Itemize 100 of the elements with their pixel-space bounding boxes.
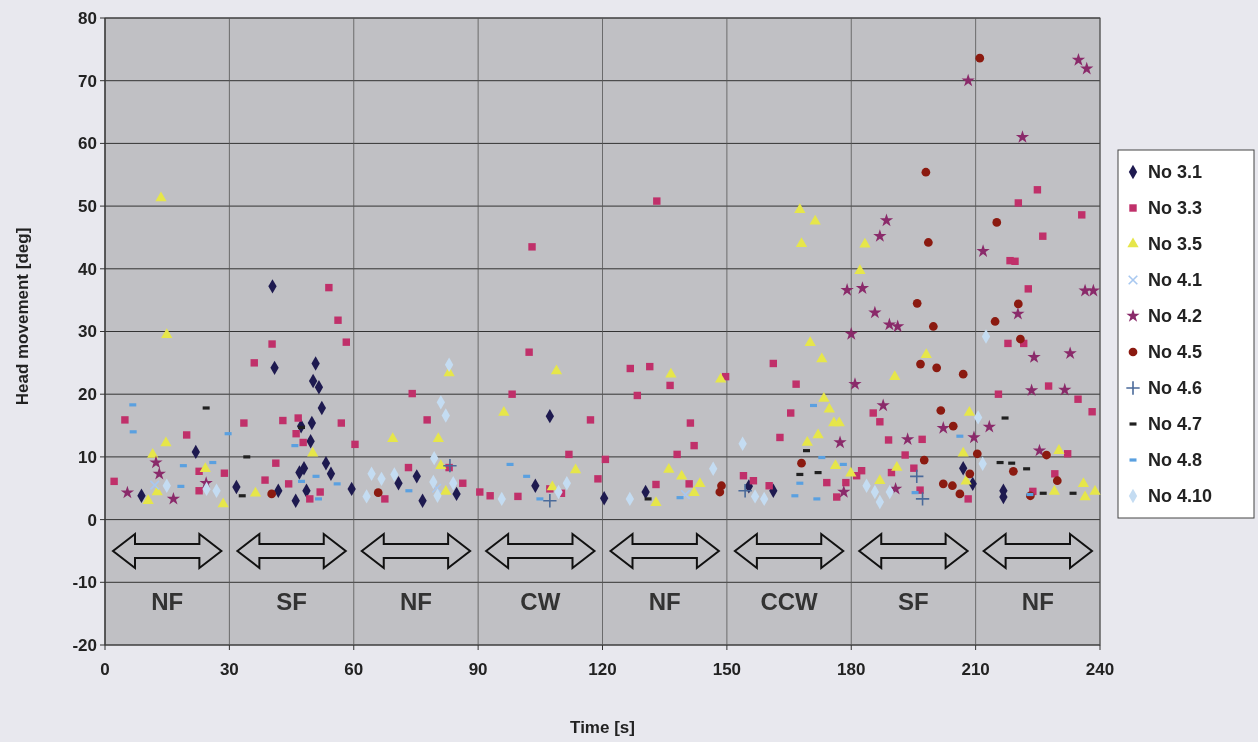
point bbox=[1032, 443, 1047, 457]
point bbox=[804, 336, 816, 347]
point bbox=[1089, 484, 1101, 495]
point bbox=[876, 398, 890, 412]
point bbox=[797, 458, 806, 468]
point bbox=[199, 462, 211, 473]
point bbox=[1079, 490, 1091, 501]
point bbox=[161, 328, 173, 338]
point bbox=[812, 428, 824, 439]
legend-label: No 4.7 bbox=[1148, 414, 1203, 435]
point bbox=[833, 416, 845, 427]
point bbox=[160, 436, 172, 447]
point bbox=[909, 468, 925, 484]
point bbox=[569, 463, 582, 474]
x-axis-title: Time [s] bbox=[570, 718, 635, 737]
legend-label: No 4.1 bbox=[1148, 270, 1203, 291]
point bbox=[1016, 334, 1025, 344]
point bbox=[873, 229, 887, 242]
point bbox=[142, 494, 154, 505]
point bbox=[542, 493, 558, 509]
point bbox=[1042, 450, 1051, 460]
point bbox=[1013, 299, 1023, 309]
annotation: SF bbox=[898, 587, 929, 615]
y-tick-label: 30 bbox=[78, 322, 97, 342]
x-tick-label: 210 bbox=[961, 660, 990, 679]
annotation: NF bbox=[1021, 587, 1054, 615]
x-tick-label: 180 bbox=[837, 660, 866, 679]
point bbox=[921, 167, 931, 177]
point bbox=[818, 392, 830, 402]
point bbox=[498, 405, 510, 416]
point bbox=[919, 455, 929, 465]
point bbox=[958, 369, 968, 379]
legend-label: No 3.3 bbox=[1148, 198, 1203, 219]
point bbox=[829, 459, 842, 469]
point bbox=[891, 319, 905, 333]
y-tick-label: -20 bbox=[72, 635, 97, 655]
point bbox=[848, 377, 862, 390]
point bbox=[823, 402, 835, 413]
point bbox=[1071, 53, 1086, 66]
point bbox=[120, 485, 135, 499]
point bbox=[976, 244, 990, 257]
y-tick-label: -10 bbox=[72, 573, 97, 593]
point bbox=[844, 327, 858, 340]
y-axis-title: Head movement [deg] bbox=[13, 227, 32, 406]
point bbox=[663, 462, 675, 473]
y-tick-label: 20 bbox=[78, 385, 97, 405]
point bbox=[307, 446, 319, 457]
point bbox=[975, 53, 985, 63]
point bbox=[440, 484, 452, 495]
annotation: CW bbox=[520, 587, 561, 615]
x-tick-label: 120 bbox=[588, 660, 617, 679]
point bbox=[889, 370, 901, 380]
point bbox=[650, 496, 662, 506]
point bbox=[960, 474, 972, 485]
point bbox=[955, 489, 965, 499]
point bbox=[957, 446, 969, 457]
point bbox=[916, 359, 925, 369]
point bbox=[149, 480, 160, 491]
legend-label: No 4.2 bbox=[1148, 306, 1203, 327]
x-tick-label: 150 bbox=[712, 660, 742, 679]
point bbox=[1053, 444, 1065, 454]
point bbox=[1077, 477, 1090, 488]
point bbox=[1063, 346, 1077, 360]
point bbox=[809, 214, 821, 225]
point bbox=[715, 372, 727, 383]
point bbox=[982, 419, 996, 433]
point bbox=[891, 461, 903, 471]
point bbox=[879, 213, 894, 227]
point bbox=[688, 486, 700, 496]
point bbox=[801, 435, 813, 446]
y-tick-label: 0 bbox=[87, 510, 97, 530]
legend-label: No 3.1 bbox=[1148, 162, 1203, 183]
annotation: SF bbox=[276, 587, 307, 615]
point bbox=[845, 466, 857, 477]
point bbox=[680, 489, 691, 500]
x-tick-label: 60 bbox=[344, 660, 364, 679]
y-tick-label: 50 bbox=[78, 197, 97, 217]
point bbox=[965, 469, 975, 479]
point bbox=[665, 367, 677, 378]
point bbox=[155, 191, 167, 202]
x-tick-label: 30 bbox=[219, 660, 239, 679]
y-tick-label: 80 bbox=[78, 8, 97, 28]
x-tick-label: 240 bbox=[1085, 660, 1115, 679]
point bbox=[912, 298, 922, 308]
point bbox=[1027, 350, 1041, 363]
point bbox=[373, 488, 383, 497]
point bbox=[267, 489, 277, 499]
point bbox=[152, 466, 166, 480]
y-tick-label: 40 bbox=[78, 259, 97, 279]
point bbox=[694, 477, 706, 488]
annotation: CCW bbox=[760, 587, 819, 615]
point bbox=[1048, 484, 1061, 495]
point bbox=[920, 348, 932, 358]
point bbox=[795, 237, 808, 247]
point bbox=[882, 317, 897, 331]
point bbox=[936, 406, 946, 415]
point bbox=[932, 363, 942, 373]
x-tick-label: 90 bbox=[468, 660, 488, 679]
point bbox=[923, 238, 933, 247]
legend-label: No 4.10 bbox=[1148, 486, 1213, 507]
